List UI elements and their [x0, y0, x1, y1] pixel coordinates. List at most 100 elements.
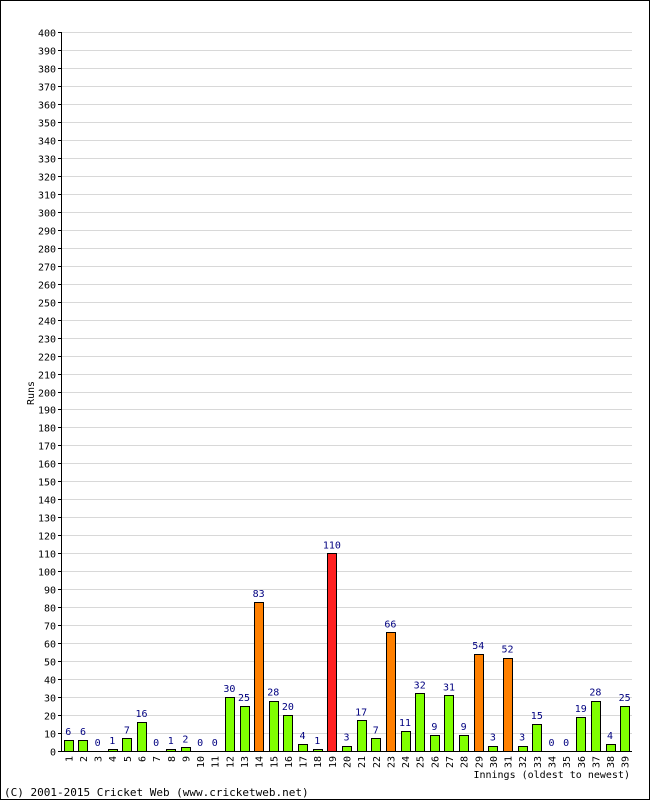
data-label: 4: [300, 731, 306, 742]
data-label: 0: [212, 738, 218, 749]
x-tick-label: 21: [357, 756, 368, 768]
data-label: 0: [548, 738, 554, 749]
x-tick-label: 9: [181, 756, 192, 762]
bar: [122, 738, 132, 752]
data-label: 110: [323, 540, 341, 551]
y-tick-label: 310: [38, 191, 56, 202]
y-tick-label: 50: [44, 658, 56, 669]
y-tick-label: 320: [38, 173, 56, 184]
x-tick-label: 16: [284, 756, 295, 768]
y-tick-label: 360: [38, 101, 56, 112]
y-tick-label: 400: [38, 29, 56, 40]
bar: [254, 602, 264, 752]
x-tick-label: 30: [489, 756, 500, 768]
data-label: 0: [153, 738, 159, 749]
bar: [591, 701, 601, 752]
data-label: 3: [490, 733, 496, 744]
y-tick-label: 370: [38, 83, 56, 94]
data-label: 1: [314, 736, 320, 747]
data-label: 11: [399, 718, 411, 729]
data-label: 0: [563, 738, 569, 749]
x-tick-label: 11: [211, 756, 222, 768]
y-tick-label: 180: [38, 424, 56, 435]
data-label: 28: [589, 688, 601, 699]
bar: [313, 749, 323, 752]
x-tick-label: 4: [108, 756, 119, 762]
bar: [371, 738, 381, 752]
data-label: 9: [461, 722, 467, 733]
bar: [430, 735, 440, 752]
data-label: 83: [253, 589, 265, 600]
bar: [606, 744, 616, 752]
y-tick-label: 270: [38, 263, 56, 274]
y-tick-label: 130: [38, 514, 56, 525]
x-tick-label: 39: [621, 756, 632, 768]
y-tick-label: 380: [38, 65, 56, 76]
data-label: 54: [472, 641, 484, 652]
x-tick-label: 1: [64, 756, 75, 762]
x-tick-label: 18: [313, 756, 324, 768]
data-label: 30: [223, 684, 235, 695]
bar: [108, 749, 118, 752]
data-label: 6: [80, 727, 86, 738]
x-tick-label: 33: [533, 756, 544, 768]
bar: [386, 632, 396, 752]
y-tick-label: 100: [38, 568, 56, 579]
y-tick-label: 40: [44, 676, 56, 687]
data-label: 1: [168, 736, 174, 747]
y-tick-label: 260: [38, 281, 56, 292]
bar: [518, 746, 528, 752]
y-tick-label: 70: [44, 622, 56, 633]
data-label: 1: [109, 736, 115, 747]
bar: [283, 715, 293, 752]
data-label: 31: [443, 682, 455, 693]
data-label: 2: [182, 734, 188, 745]
x-tick-label: 36: [577, 756, 588, 768]
bar: [298, 744, 308, 752]
x-tick-label: 17: [299, 756, 310, 768]
x-tick-label: 35: [562, 756, 573, 768]
y-tick-label: 170: [38, 442, 56, 453]
y-tick-label: 140: [38, 496, 56, 507]
data-label: 19: [575, 704, 587, 715]
x-tick-label: 25: [416, 756, 427, 768]
data-label: 52: [502, 645, 514, 656]
data-label: 0: [197, 738, 203, 749]
bar: [240, 706, 250, 752]
plot-area: [61, 32, 632, 751]
x-tick-label: 38: [606, 756, 617, 768]
x-tick-label: 12: [225, 756, 236, 768]
y-tick-label: 150: [38, 478, 56, 489]
y-tick-label: 230: [38, 335, 56, 346]
bar: [181, 747, 191, 752]
y-tick-label: 340: [38, 137, 56, 148]
bar: [444, 695, 454, 752]
bar: [137, 722, 147, 752]
bar: [459, 735, 469, 752]
data-label: 16: [136, 709, 148, 720]
x-tick-label: 34: [547, 756, 558, 768]
x-tick-label: 31: [504, 756, 515, 768]
y-axis-title: Runs: [26, 381, 37, 405]
bar: [415, 693, 425, 752]
y-tick-label: 90: [44, 586, 56, 597]
bar: [357, 720, 367, 752]
data-label: 66: [384, 619, 396, 630]
y-tick-label: 120: [38, 532, 56, 543]
x-tick-label: 27: [445, 756, 456, 768]
x-tick-label: 23: [386, 756, 397, 768]
x-tick-label: 24: [401, 756, 412, 768]
y-tick-label: 210: [38, 371, 56, 382]
bar: [342, 746, 352, 752]
bar: [64, 740, 74, 752]
bar: [488, 746, 498, 752]
bar: [327, 553, 337, 752]
bar: [166, 749, 176, 752]
bar: [620, 706, 630, 752]
y-tick-label: 160: [38, 460, 56, 471]
x-tick-label: 8: [167, 756, 178, 762]
x-tick-label: 10: [196, 756, 207, 768]
y-tick-label: 30: [44, 694, 56, 705]
